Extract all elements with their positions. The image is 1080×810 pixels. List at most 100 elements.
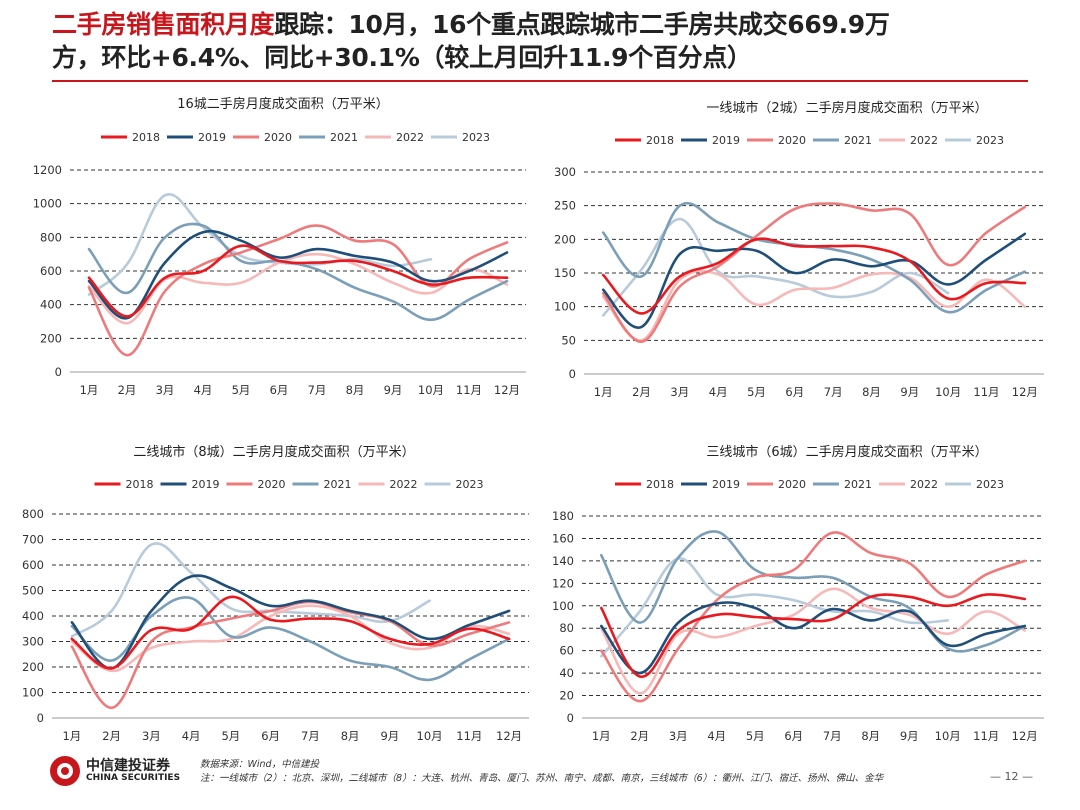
- footnote: 注：一线城市（2）：北京、深圳，二线城市（8）：大连、杭州、青岛、厦门、苏州、南…: [200, 773, 884, 784]
- y-tick-label: 250: [554, 199, 576, 213]
- series-line-2023: [70, 542, 431, 638]
- x-tick-label: 12月: [1012, 729, 1038, 743]
- legend-label-2021: 2021: [844, 134, 872, 147]
- legend-label-2022: 2022: [910, 478, 938, 491]
- series-line-2019: [87, 229, 509, 320]
- x-tick-label: 3月: [142, 729, 161, 743]
- chart-title: 一线城市（2城）二手房月度成交面积（万平米）: [706, 100, 987, 116]
- series-line-2023: [87, 193, 433, 296]
- legend-label-2020: 2020: [778, 478, 806, 491]
- x-tick-label: 6月: [261, 729, 280, 743]
- x-tick-label: 9月: [384, 383, 403, 397]
- legend-label-2021: 2021: [844, 478, 872, 491]
- x-tick-label: 6月: [785, 385, 804, 399]
- legend-label-2023: 2023: [462, 131, 490, 144]
- chart-title: 二线城市（8城）二手房月度成交面积（万平米）: [133, 444, 414, 460]
- x-tick-label: 7月: [308, 383, 327, 397]
- y-tick-label: 0: [569, 367, 576, 381]
- chart-tier3-cities: 三线城市（6城）二手房月度成交面积（万平米） 2018 2019 2020 2021 20…: [542, 438, 1052, 753]
- x-tick-label: 11月: [456, 383, 482, 397]
- x-tick-label: 9月: [380, 729, 399, 743]
- logo-en-text: CHINA SECURITIES: [86, 773, 181, 783]
- legend-label-2019: 2019: [712, 134, 740, 147]
- legend-label-2020: 2020: [778, 134, 806, 147]
- x-tick-label: 7月: [824, 385, 843, 399]
- logo-cn-text: 中信建投证券: [86, 758, 170, 774]
- chart-16-cities: 16城二手房月度成交面积（万平米） 2018 2019 2020 2021 2022 202…: [28, 92, 538, 412]
- y-tick-label: 0: [55, 365, 62, 379]
- x-tick-label: 6月: [270, 383, 289, 397]
- y-tick-label: 700: [22, 533, 44, 547]
- y-tick-label: 100: [22, 686, 44, 700]
- chart-title: 16城二手房月度成交面积（万平米）: [177, 96, 389, 112]
- y-tick-label: 0: [37, 711, 44, 725]
- x-tick-label: 9月: [900, 729, 919, 743]
- y-tick-label: 400: [22, 609, 44, 623]
- legend-label-2019: 2019: [712, 478, 740, 491]
- data-source: 数据来源：Wind，中信建投: [200, 759, 320, 770]
- series-line-2019: [600, 601, 1027, 675]
- legend-label-2022: 2022: [910, 134, 938, 147]
- x-tick-label: 1月: [80, 383, 99, 397]
- x-tick-label: 1月: [592, 729, 611, 743]
- series-line-2018: [87, 244, 509, 318]
- legend-label-2023: 2023: [976, 134, 1004, 147]
- series-line-2020: [601, 202, 1027, 343]
- series-line-2020: [70, 600, 511, 710]
- series-line-2019: [601, 232, 1027, 329]
- x-tick-label: 5月: [221, 729, 240, 743]
- y-tick-label: 800: [40, 230, 62, 244]
- x-tick-label: 3月: [669, 729, 688, 743]
- y-tick-label: 800: [22, 507, 44, 521]
- y-tick-label: 100: [552, 599, 574, 613]
- x-tick-label: 10月: [935, 385, 961, 399]
- x-tick-label: 6月: [784, 729, 803, 743]
- page-header: 二手房销售面积月度跟踪：10月，16个重点跟踪城市二手房共成交669.9万 方，…: [52, 8, 1042, 74]
- x-tick-label: 11月: [973, 729, 999, 743]
- x-tick-label: 12月: [494, 383, 520, 397]
- y-tick-label: 200: [40, 331, 62, 345]
- y-tick-label: 180: [552, 509, 574, 523]
- series-line-2020: [600, 531, 1027, 703]
- chart-svg: 一线城市（2城）二手房月度成交面积（万平米） 2018 2019 2020 2021 20…: [554, 100, 1044, 399]
- x-tick-label: 12月: [1012, 385, 1038, 399]
- y-tick-label: 300: [22, 635, 44, 649]
- x-tick-label: 5月: [747, 385, 766, 399]
- x-tick-label: 10月: [935, 729, 961, 743]
- x-tick-label: 5月: [746, 729, 765, 743]
- x-tick-label: 1月: [62, 729, 81, 743]
- series-line-2022: [601, 269, 1027, 342]
- x-tick-label: 1月: [594, 385, 613, 399]
- title-rest: 跟踪：10月，16个重点跟踪城市二手房共成交669.9万: [274, 10, 890, 39]
- x-tick-label: 7月: [301, 729, 320, 743]
- x-tick-label: 4月: [194, 383, 213, 397]
- legend-label-2018: 2018: [646, 134, 674, 147]
- legend-label-2019: 2019: [198, 131, 226, 144]
- legend-label-2021: 2021: [324, 478, 352, 491]
- y-tick-label: 140: [552, 554, 574, 568]
- chart-tier2-cities: 二线城市（8城）二手房月度成交面积（万平米） 2018 2019 2020 2021 20…: [14, 438, 539, 753]
- title-divider: [52, 80, 1028, 82]
- series-line-2023: [600, 557, 950, 658]
- y-tick-label: 500: [22, 584, 44, 598]
- page-number: — 12 —: [990, 770, 1033, 783]
- legend-label-2022: 2022: [396, 131, 424, 144]
- x-tick-label: 2月: [102, 729, 121, 743]
- series-line-2018: [601, 237, 1027, 315]
- legend-label-2023: 2023: [976, 478, 1004, 491]
- series-line-2021: [600, 530, 1027, 653]
- x-tick-label: 11月: [456, 729, 482, 743]
- legend-label-2018: 2018: [132, 131, 160, 144]
- logo-mark-icon: [50, 756, 80, 786]
- x-tick-label: 8月: [346, 383, 365, 397]
- legend-label-2022: 2022: [390, 478, 418, 491]
- chart-svg: 二线城市（8城）二手房月度成交面积（万平米） 2018 2019 2020 2021 20…: [22, 444, 529, 743]
- y-tick-label: 1200: [33, 163, 62, 177]
- legend-label-2020: 2020: [258, 478, 286, 491]
- x-tick-label: 8月: [861, 729, 880, 743]
- y-tick-label: 150: [554, 266, 576, 280]
- chart-svg: 16城二手房月度成交面积（万平米） 2018 2019 2020 2021 2022 202…: [33, 96, 526, 397]
- y-tick-label: 120: [552, 576, 574, 590]
- x-tick-label: 2月: [630, 729, 649, 743]
- x-tick-label: 2月: [632, 385, 651, 399]
